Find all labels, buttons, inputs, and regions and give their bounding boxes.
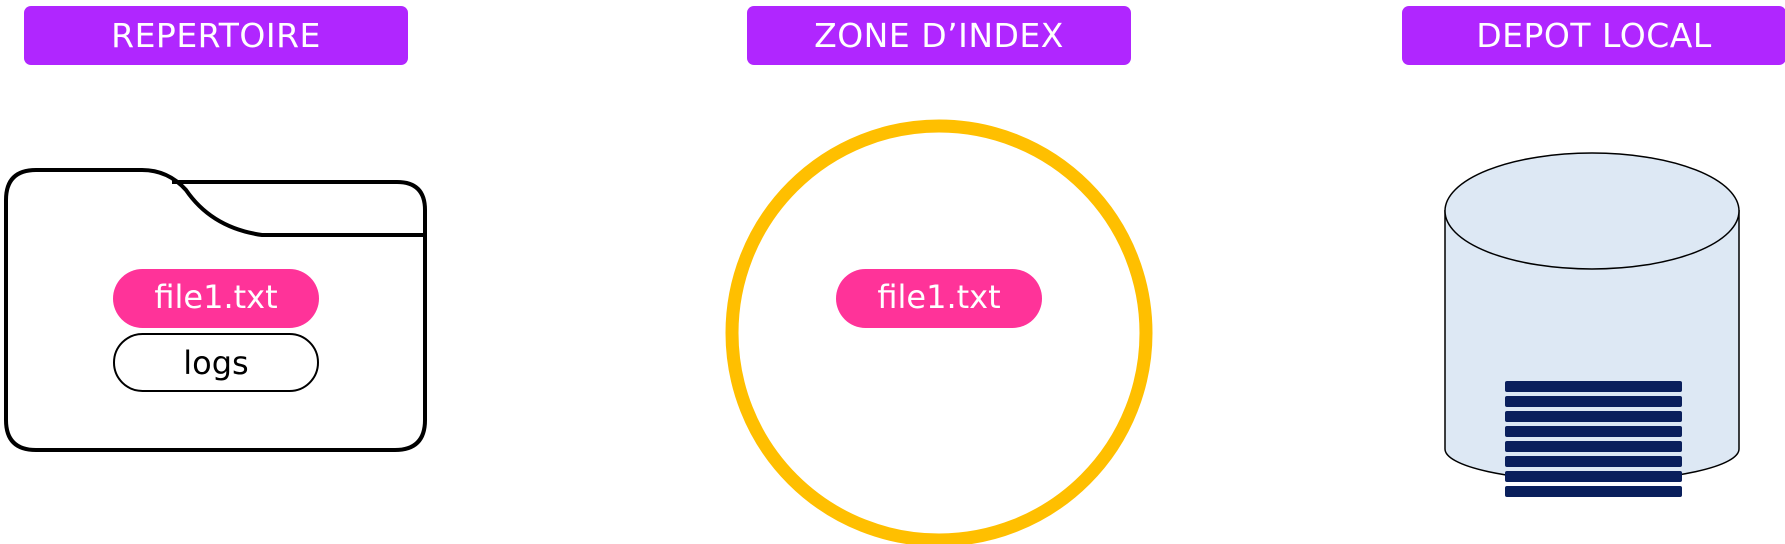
file-pill-index: file1.txt bbox=[836, 269, 1042, 328]
file-pill-working-directory: file1.txt bbox=[113, 269, 319, 328]
index-ring-icon bbox=[725, 119, 1153, 544]
repository-data-lines bbox=[1505, 381, 1682, 497]
folder-tab-line bbox=[172, 180, 427, 235]
index-zone-header: ZONE D’INDEX bbox=[747, 6, 1131, 65]
database-icon bbox=[1444, 152, 1740, 497]
local-repo-header: DEPOT LOCAL bbox=[1402, 6, 1785, 65]
repertoire-header: REPERTOIRE bbox=[24, 6, 408, 65]
logs-pill: logs bbox=[113, 333, 319, 392]
